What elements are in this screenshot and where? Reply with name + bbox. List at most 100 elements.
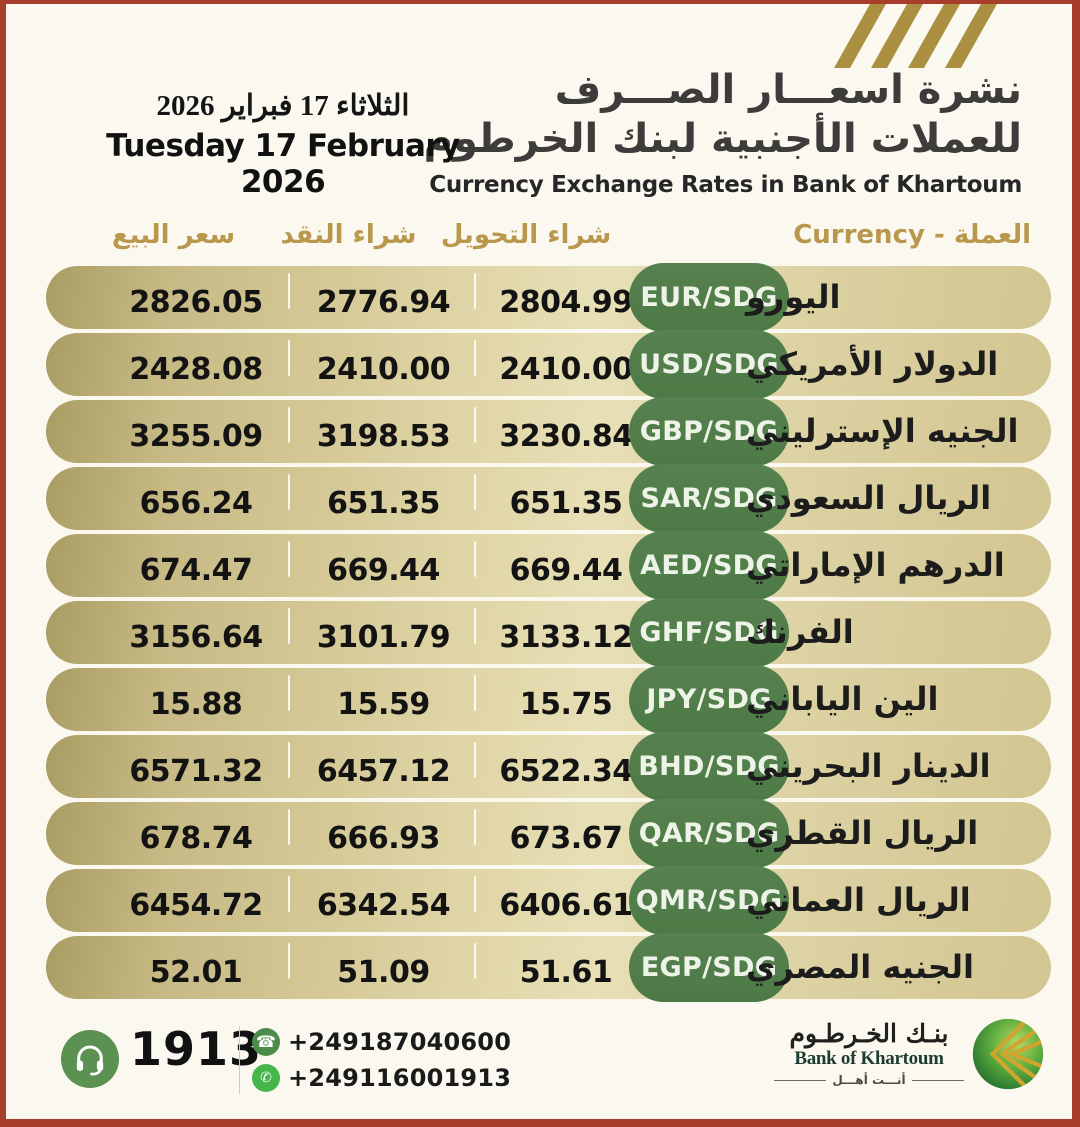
currency-row: 6571.32 6457.12 6522.34 BHD/SDG الدينار … (46, 732, 1051, 801)
currency-name-arabic: الريال السعودي (746, 479, 992, 517)
transfer-buy-value: 6406.61 (499, 888, 633, 923)
sell-price-value: 2826.05 (129, 285, 263, 320)
currency-code-badge: JPY/SDG (629, 665, 789, 734)
transfer-buy-value: 651.35 (509, 486, 623, 521)
cash-buy-value: 15.59 (337, 687, 430, 722)
currency-row: 3156.64 3101.79 3133.12 GHF/SDG الفرنك ا… (46, 598, 1051, 713)
column-header-cash-buy: شراء النقد (280, 220, 417, 250)
column-divider (288, 608, 290, 644)
column-divider (474, 876, 476, 912)
currency-name-arabic: الفرنك السويسري (746, 613, 915, 713)
column-divider (288, 809, 290, 845)
column-header-currency: العملة - Currency (793, 220, 1031, 250)
currency-row: 674.47 669.44 669.44 AED/SDG الدرهم الإم… (46, 531, 1051, 600)
column-header-sell-price: سعر البيع (111, 220, 236, 250)
currency-code-badge: GHF/SDG (629, 598, 789, 667)
cash-buy-value: 2776.94 (316, 285, 451, 320)
transfer-buy-value: 15.75 (519, 687, 613, 722)
column-divider (288, 742, 290, 778)
currency-name-arabic: الين الياباني (746, 680, 939, 718)
sell-price-value: 6454.72 (129, 888, 263, 923)
cash-buy-value: 666.93 (327, 821, 440, 856)
sell-price-value: 6571.32 (129, 754, 263, 789)
bank-name-arabic: بنـك الخـرطـوم (789, 1018, 949, 1048)
transfer-buy-value: 2804.99 (499, 285, 633, 320)
column-divider (474, 809, 476, 845)
currency-name-arabic: الجنيه الإسترليني (746, 412, 1019, 450)
currency-code-badge: AED/SDG (629, 531, 789, 600)
column-divider (288, 675, 290, 711)
sell-price-value: 674.47 (139, 553, 253, 588)
gold-stripes-decoration (834, 4, 997, 68)
cash-buy-value: 6457.12 (316, 754, 451, 789)
column-divider (474, 541, 476, 577)
sell-price-value: 15.88 (149, 687, 243, 722)
title-arabic-line2: للعملات الأجنبية لبنك الخرطوم (423, 115, 1023, 162)
phone-contact: ☎ +249187040600 (252, 1028, 511, 1056)
sell-price-value: 678.74 (139, 821, 253, 856)
date-block: الثلاثاء 17 فبراير 2026 Tuesday 17 Febru… (98, 88, 468, 200)
currency-row: 52.01 51.09 51.61 EGP/SDG الجنيه المصري (46, 933, 1051, 1002)
footer: 1913 ☎ +249187040600 ✆ +249116001913 بنـ… (6, 1016, 1072, 1116)
currency-row: 2826.05 2776.94 2804.99 EUR/SDG اليورو (46, 263, 1051, 332)
transfer-buy-value: 669.44 (509, 553, 623, 588)
whatsapp-icon: ✆ (252, 1064, 280, 1092)
currency-row: 2428.08 2410.00 2410.00 USD/SDG الدولار … (46, 330, 1051, 399)
currency-code-badge: QMR/SDG (629, 866, 789, 935)
column-divider (288, 407, 290, 443)
column-divider (474, 943, 476, 979)
column-divider (474, 407, 476, 443)
date-english: Tuesday 17 February 2026 (106, 128, 460, 200)
whatsapp-number: +249116001913 (288, 1064, 512, 1092)
transfer-buy-value: 51.61 (519, 955, 613, 990)
column-divider (288, 474, 290, 510)
currency-row: 15.88 15.59 15.75 JPY/SDG الين الياباني (46, 665, 1051, 734)
currency-code-badge: QAR/SDG (629, 799, 789, 868)
cash-buy-value: 3101.79 (316, 620, 451, 655)
column-divider (288, 273, 290, 309)
sell-price-value: 2428.08 (129, 352, 263, 387)
currency-code-badge: BHD/SDG (629, 732, 789, 801)
cash-buy-value: 6342.54 (316, 888, 451, 923)
bank-logo-sphere-icon (972, 1018, 1044, 1090)
currency-name-arabic: الدينار البحريني (746, 747, 991, 785)
currency-row: 6454.72 6342.54 6406.61 QMR/SDG الريال ا… (46, 866, 1051, 935)
transfer-buy-value: 673.67 (509, 821, 623, 856)
column-divider (474, 273, 476, 309)
currency-name-arabic: اليورو (746, 278, 841, 316)
column-divider (288, 340, 290, 376)
transfer-buy-value: 6522.34 (499, 754, 633, 789)
headset-icon (61, 1030, 119, 1088)
sell-price-value: 3156.64 (129, 620, 263, 655)
column-header-transfer-buy: شراء التحويل (440, 220, 612, 250)
cash-buy-value: 51.09 (337, 955, 430, 990)
currency-name-arabic: الريال العماني (746, 881, 971, 919)
date-arabic: الثلاثاء 17 فبراير 2026 (156, 90, 410, 122)
transfer-buy-value: 2410.00 (499, 352, 633, 387)
column-divider (288, 876, 290, 912)
transfer-buy-value: 3133.12 (499, 620, 633, 655)
cash-buy-value: 669.44 (327, 553, 440, 588)
bank-tagline-text: أنـــت أهـــل (832, 1073, 906, 1088)
column-divider (474, 608, 476, 644)
currency-row: 3255.09 3198.53 3230.84 GBP/SDG الجنيه ا… (46, 397, 1051, 466)
cash-buy-value: 3198.53 (316, 419, 451, 454)
currency-code-badge: EGP/SDG (629, 933, 789, 1002)
title-english: Currency Exchange Rates in Bank of Khart… (429, 171, 1022, 198)
title-arabic-line1: نشرة اسعـــار الصـــرف (554, 67, 1023, 113)
bank-logo-text: بنـك الخـرطـوم Bank of Khartoum أنـــت أ… (774, 1018, 965, 1088)
whatsapp-contact: ✆ +249116001913 (252, 1064, 511, 1092)
currency-name-arabic: الدولار الأمريكي (746, 345, 999, 383)
rates-table-body: 2826.05 2776.94 2804.99 EUR/SDG اليورو 2… (46, 263, 1051, 1003)
column-divider (288, 943, 290, 979)
column-divider (474, 675, 476, 711)
sell-price-value: 3255.09 (129, 419, 263, 454)
bank-of-khartoum-logo: بنـك الخـرطـوم Bank of Khartoum أنـــت أ… (774, 1016, 1046, 1092)
transfer-buy-value: 3230.84 (499, 419, 633, 454)
phone-number: +249187040600 (288, 1028, 512, 1056)
sell-price-value: 656.24 (139, 486, 253, 521)
sell-price-value: 52.01 (149, 955, 243, 990)
currency-row: 656.24 651.35 651.35 SAR/SDG الريال السع… (46, 464, 1051, 533)
phone-icon: ☎ (252, 1028, 280, 1056)
cash-buy-value: 651.35 (327, 486, 440, 521)
